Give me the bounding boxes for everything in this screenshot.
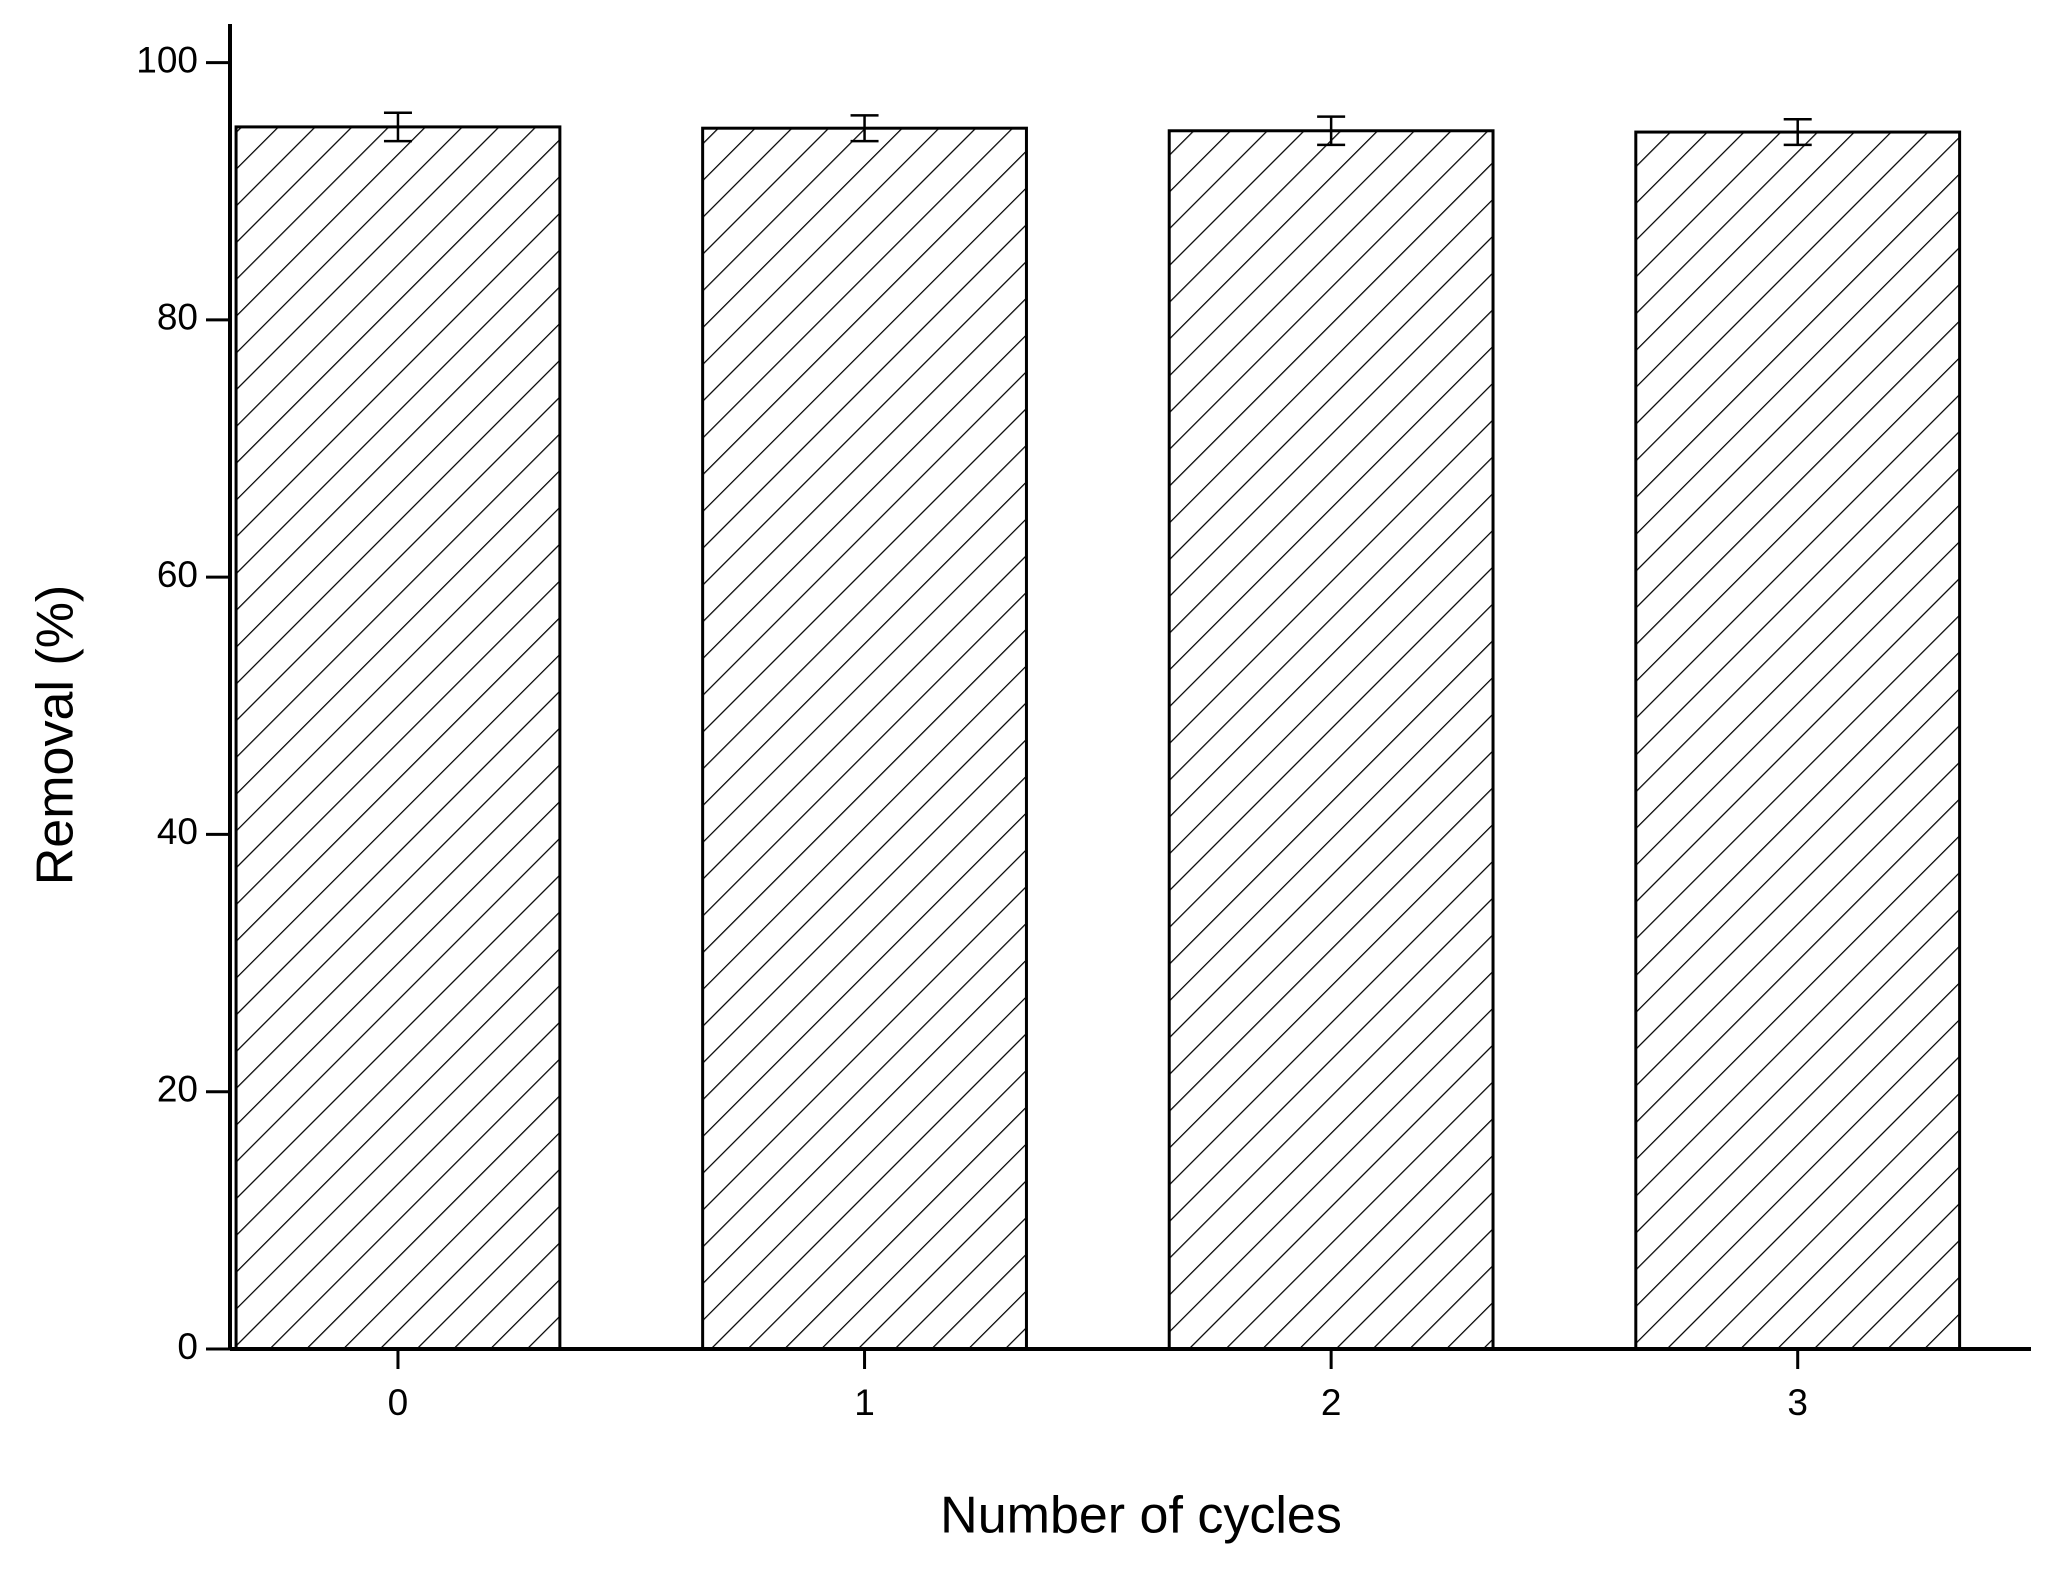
y-tick-label: 40 (157, 811, 198, 852)
y-tick-label: 60 (157, 554, 198, 595)
y-tick-label: 100 (136, 39, 198, 80)
bar (1634, 130, 1962, 1351)
x-tick-label: 3 (1787, 1382, 1808, 1423)
y-axis-title: Removal (%) (27, 585, 85, 886)
error-bar (1317, 115, 1346, 147)
bar (701, 126, 1028, 1351)
x-tick-label: 0 (388, 1382, 409, 1423)
error-bar (850, 114, 879, 143)
x-tick-label: 1 (854, 1382, 875, 1423)
bar (1167, 129, 1495, 1351)
x-axis-title: Number of cycles (940, 1487, 1342, 1545)
error-bar (1783, 117, 1812, 147)
x-tick-label: 2 (1321, 1382, 1342, 1423)
y-tick-label: 20 (157, 1068, 198, 1109)
y-tick-label: 80 (157, 297, 198, 338)
error-bar (383, 111, 412, 143)
y-tick-label: 0 (177, 1326, 198, 1367)
bar (234, 125, 562, 1351)
